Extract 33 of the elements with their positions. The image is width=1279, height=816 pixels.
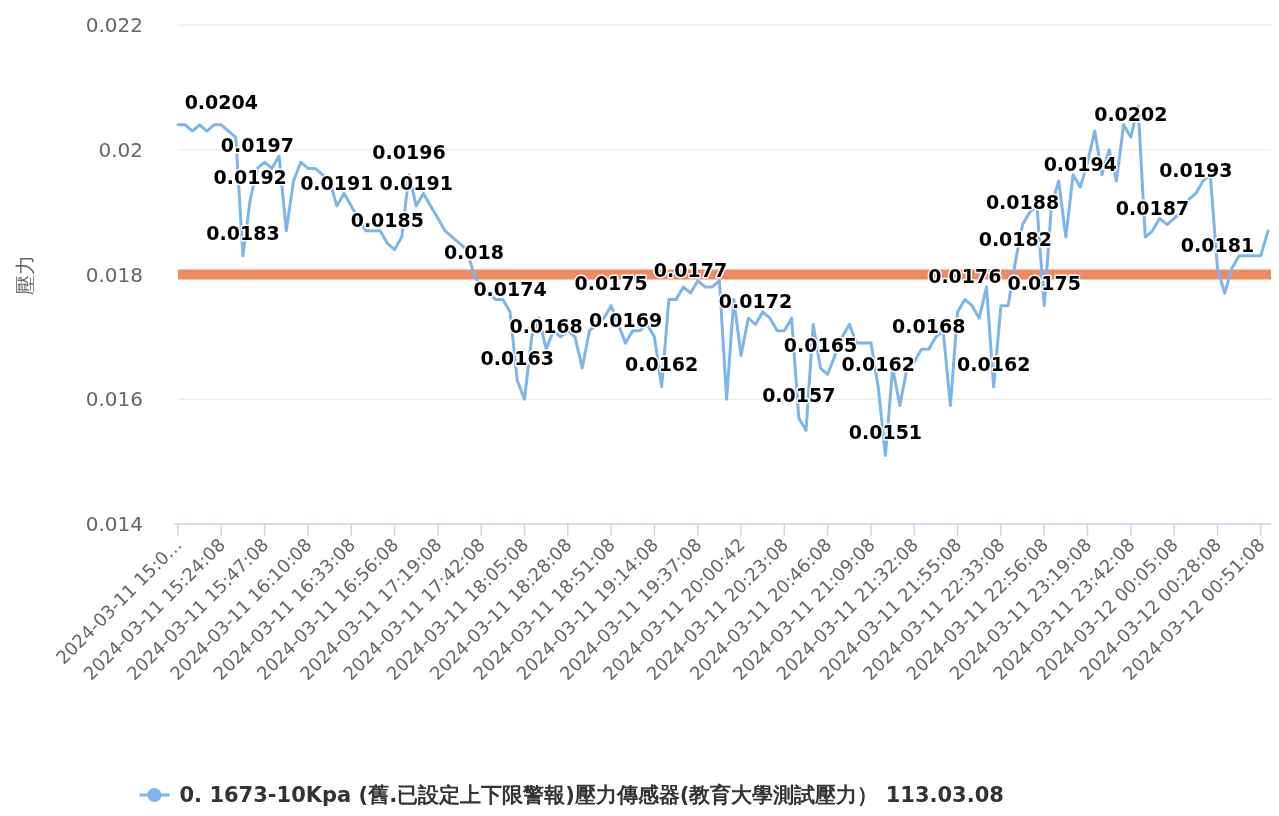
data-label: 0.0168 [509,315,583,338]
data-label: 0.0187 [1115,196,1190,219]
data-label: 0.0162 [624,352,699,375]
data-label: 0.0191 [379,171,453,194]
data-label: 0.0202 [1094,103,1168,126]
data-label: 0.0196 [372,140,446,163]
data-label: 0.0182 [978,228,1053,251]
data-label: 0.0172 [718,290,793,313]
legend-label: 0. 1673-10Kpa (舊.已設定上下限警報)壓力傳感器(教育大學測試壓力） 113.03.08 [179,783,1004,808]
y-tick-label: 0.014 [85,512,143,536]
data-label: 0.0194 [1043,153,1117,176]
data-label: 0.0197 [220,134,295,157]
y-tick-label: 0.018 [85,262,143,287]
data-label: 0.0162 [957,352,1031,375]
data-label: 0.0151 [848,421,923,444]
data-label: 0.018 [443,240,505,263]
data-label: 0.0174 [473,277,547,300]
data-label: 0.0163 [480,346,554,369]
data-label: 0.0169 [588,309,663,332]
data-label: 0.0168 [892,315,966,338]
y-tick-label: 0.016 [85,387,143,412]
y-axis-title: 壓力 [13,254,37,295]
y-tick-label: 0.022 [85,13,143,37]
y-tick-label: 0.02 [98,137,143,162]
data-label: 0.0193 [1159,159,1233,182]
data-label: 0.0157 [762,383,836,406]
data-label: 0.0204 [184,90,258,113]
data-label: 0.0188 [985,190,1060,213]
data-label: 0.0181 [1180,234,1255,257]
data-label: 0.0191 [300,171,374,194]
data-label: 0.0185 [350,209,424,232]
data-label: 0.0183 [206,221,280,244]
data-label: 0.0192 [213,165,287,188]
